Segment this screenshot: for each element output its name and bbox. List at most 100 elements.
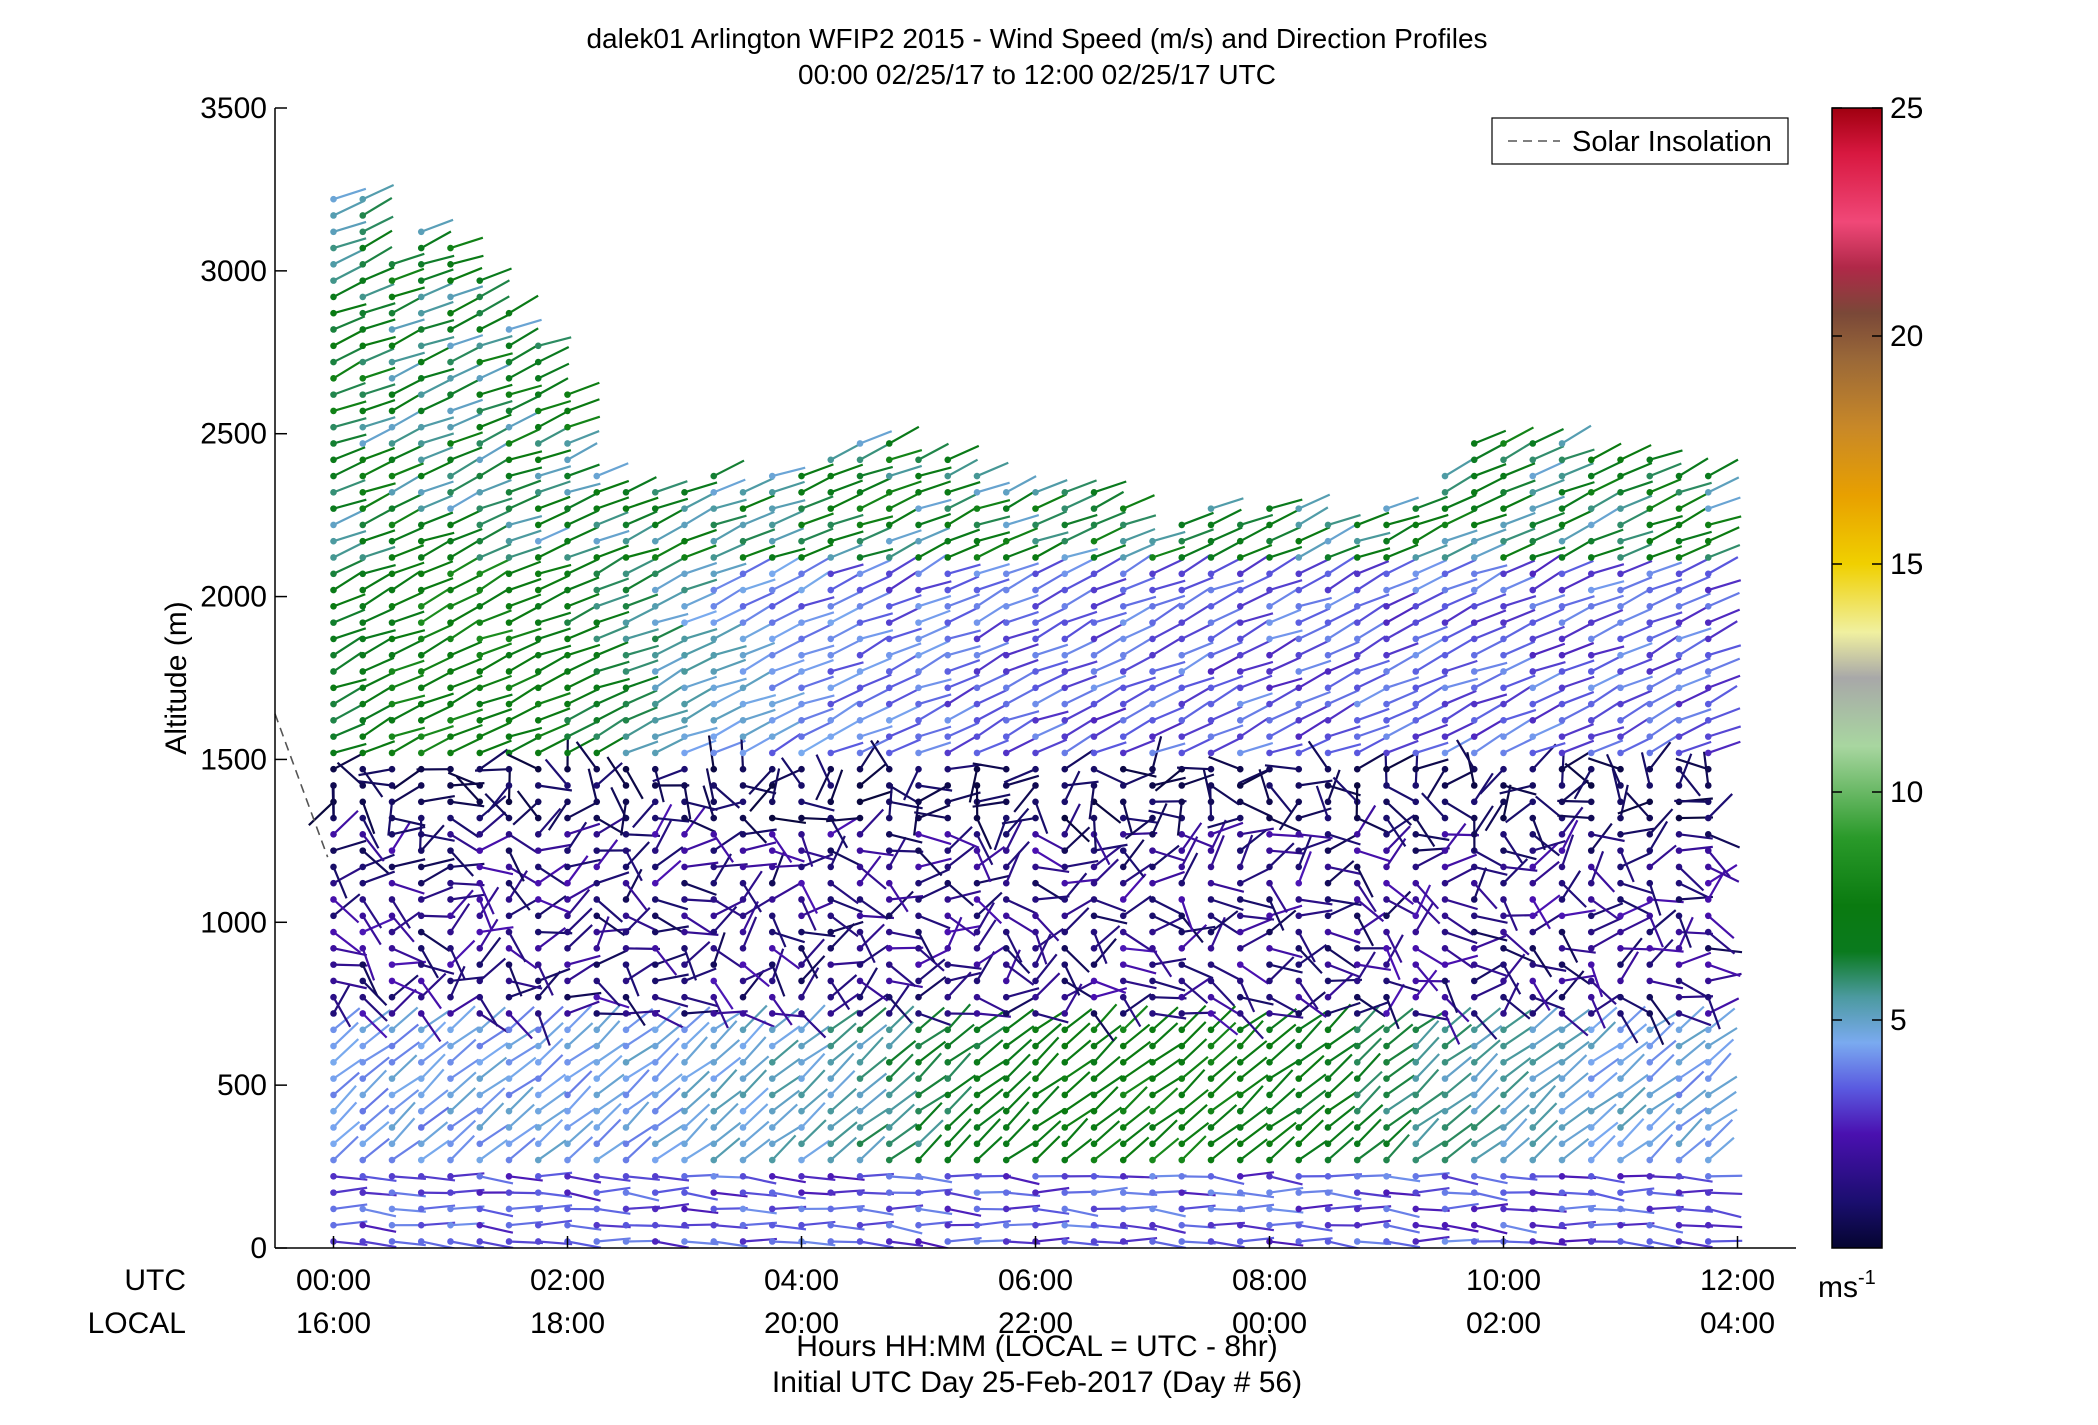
wind-barb-point — [798, 537, 805, 545]
wind-barb-point — [476, 1221, 484, 1229]
wind-barb-shaft — [606, 756, 627, 787]
wind-barb-shaft — [1707, 515, 1742, 526]
wind-barb-point — [1529, 896, 1537, 903]
wind-barb-point — [681, 1238, 688, 1245]
wind-barb-shaft — [1385, 825, 1411, 852]
wind-barb-point — [1324, 1140, 1332, 1148]
wind-barb-point — [593, 847, 601, 854]
wind-barb-point — [1353, 521, 1361, 529]
wind-barb-shaft — [1034, 1010, 1065, 1031]
wind-barb-point — [1529, 847, 1537, 854]
wind-barb-point — [1207, 782, 1215, 789]
wind-barb-shaft — [1093, 800, 1122, 824]
wind-barb-shaft — [1152, 530, 1186, 543]
wind-barb-point — [1587, 993, 1595, 1001]
wind-barb-point — [330, 586, 337, 594]
colorbar-unit: ms-1 — [1818, 1267, 1876, 1304]
wind-barb-point — [330, 505, 337, 512]
wind-barb-shaft — [947, 703, 979, 722]
wind-barb-point — [1353, 1042, 1361, 1050]
wind-barb-shaft — [450, 737, 482, 754]
wind-barb-shaft — [742, 784, 777, 795]
wind-barb-shaft — [1093, 525, 1126, 543]
wind-barb-point — [1412, 896, 1420, 903]
wind-barb-point — [768, 993, 776, 1001]
wind-barb-shaft — [1093, 1120, 1121, 1145]
wind-barb-shaft — [684, 800, 718, 812]
wind-barb-point — [1119, 505, 1127, 512]
wind-barb-point — [388, 765, 396, 773]
wind-barb-point — [973, 651, 981, 659]
wind-barb-point — [1704, 782, 1712, 789]
wind-barb-shaft — [1532, 445, 1565, 461]
wind-barb-shaft — [1502, 1057, 1532, 1080]
wind-barb-shaft — [1385, 814, 1416, 836]
wind-barb-shaft — [1415, 573, 1447, 592]
wind-barb-point — [1090, 668, 1098, 675]
wind-barb-point — [1617, 1124, 1624, 1131]
wind-barb-point — [505, 554, 513, 561]
wind-barb-point — [447, 358, 454, 366]
wind-barb-point — [1646, 1189, 1654, 1196]
wind-barb-point — [681, 961, 688, 968]
wind-barb-shaft — [1707, 1038, 1735, 1064]
wind-barb-shaft — [683, 947, 698, 981]
wind-barb-shaft — [742, 841, 777, 852]
wind-barb-shaft — [1207, 817, 1241, 829]
wind-barb-point — [710, 782, 718, 789]
wind-barb-shaft — [1707, 608, 1741, 624]
wind-barb-point — [681, 1091, 688, 1099]
wind-barb-shaft — [800, 1043, 831, 1064]
wind-barb-point — [681, 586, 688, 594]
wind-barb-shaft — [595, 839, 619, 868]
wind-barb-point — [1646, 684, 1654, 692]
wind-barb-point — [505, 847, 513, 854]
wind-barb-shaft — [596, 689, 629, 706]
wind-barb-shaft — [1356, 593, 1390, 608]
y-tick-label: 2000 — [200, 581, 267, 614]
wind-barb-shaft — [655, 1186, 690, 1194]
wind-barb-point — [915, 928, 922, 936]
wind-barb-point — [681, 1140, 688, 1148]
wind-barb-point — [1587, 765, 1595, 773]
wind-barb-point — [447, 945, 454, 952]
wind-barb-shaft — [1415, 1235, 1450, 1243]
wind-barb-shaft — [859, 944, 889, 966]
wind-barb-point — [768, 472, 776, 480]
wind-barb-shaft — [1327, 860, 1355, 885]
wind-barb-shaft — [596, 1175, 631, 1182]
wind-barb-point — [1149, 928, 1156, 936]
wind-barb-point — [1295, 1059, 1303, 1066]
wind-barb-point — [1353, 765, 1361, 773]
wind-barb-shaft — [1064, 1091, 1094, 1113]
wind-barb-point — [1353, 700, 1361, 708]
wind-barb-point — [1090, 1173, 1098, 1180]
wind-barb-point — [534, 733, 542, 740]
wind-barb-shaft — [713, 704, 745, 722]
wind-barb-point — [739, 619, 747, 626]
wind-barb-point — [1207, 879, 1215, 887]
wind-barb-shaft — [1239, 1020, 1264, 1047]
wind-barb-point — [1090, 1075, 1098, 1082]
x-tick-label-utc: 10:00 — [1466, 1264, 1541, 1297]
wind-barb-shaft — [654, 1005, 681, 1031]
wind-barb-point — [593, 554, 601, 561]
wind-barb-point — [1032, 1059, 1039, 1066]
wind-barb-point — [593, 1124, 601, 1131]
wind-barb-point — [710, 505, 718, 512]
wind-barb-point — [1295, 879, 1303, 887]
wind-barb-point — [505, 1156, 513, 1164]
wind-barb-point — [1529, 684, 1537, 692]
wind-barb-point — [798, 635, 805, 643]
wind-barb-shaft — [361, 1012, 388, 1039]
wind-barb-point — [1178, 635, 1186, 643]
wind-barb-point — [476, 798, 484, 806]
wind-barb-point — [622, 1156, 630, 1164]
wind-barb-shaft — [888, 449, 923, 461]
wind-barb-shaft — [1034, 686, 1066, 706]
wind-barb-point — [1090, 1205, 1098, 1213]
wind-barb-point — [1207, 798, 1215, 806]
wind-barb-shaft — [1093, 622, 1125, 640]
wind-barb-point — [1558, 472, 1566, 480]
wind-barb-shaft — [1005, 1070, 1032, 1096]
